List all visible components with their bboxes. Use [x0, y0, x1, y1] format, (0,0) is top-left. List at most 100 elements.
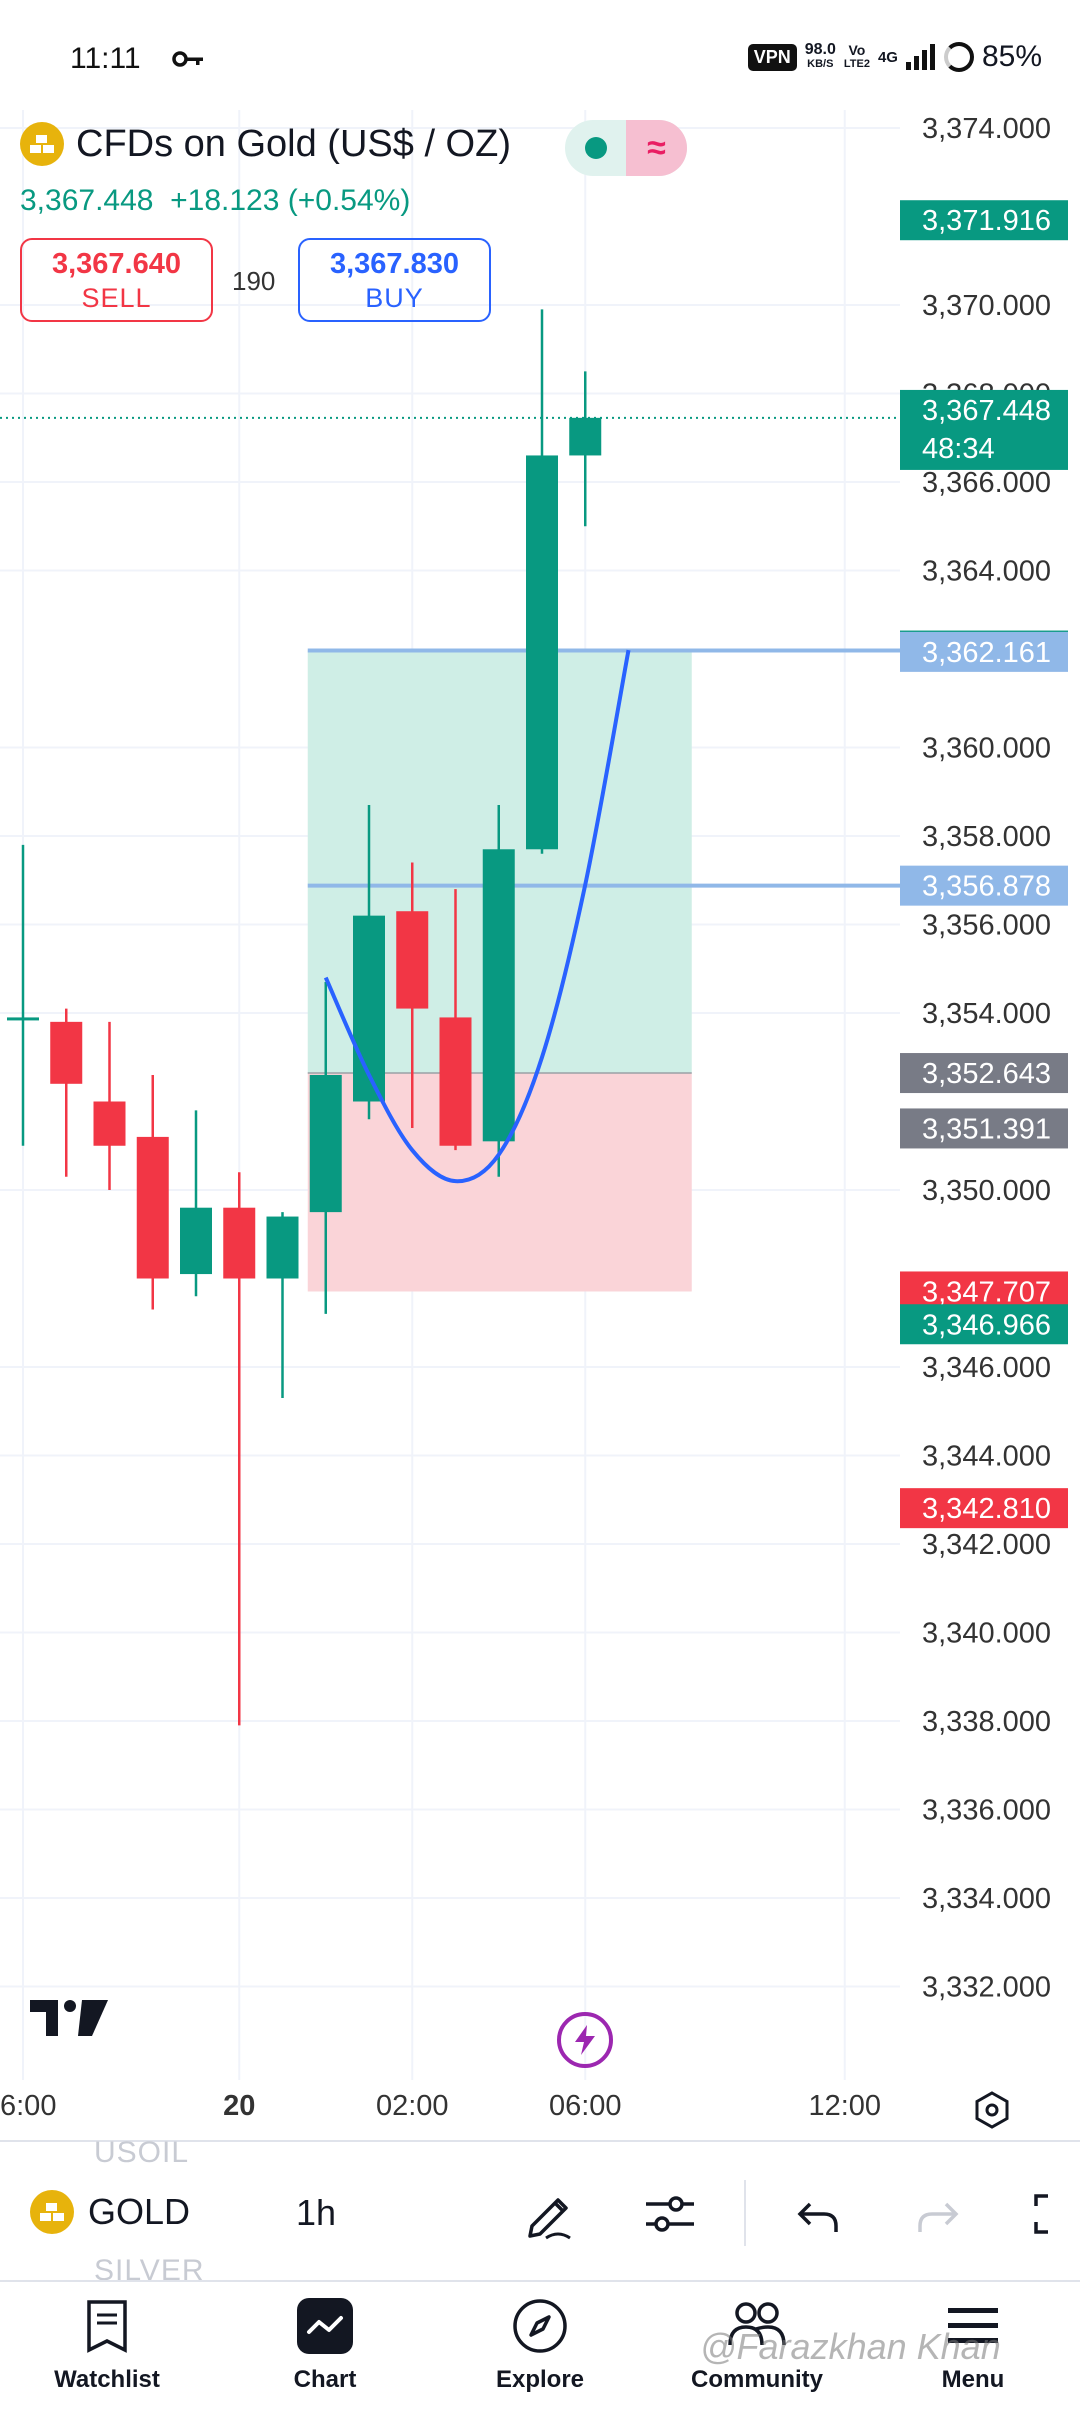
- battery-percent: 85%: [981, 40, 1042, 73]
- candle-body: [439, 1017, 472, 1146]
- price-badge: [900, 631, 1068, 672]
- price-axis-label: 3,342.000: [922, 1529, 1051, 1561]
- volte-top: Vo: [848, 42, 866, 58]
- price-badge-label: 3,367.448: [922, 395, 1051, 427]
- time-label: 02:00: [375, 2090, 449, 2122]
- signal-icon: [905, 44, 935, 70]
- watchlist-icon: [87, 2300, 127, 2353]
- candle-body: [50, 1021, 83, 1084]
- curve-path: [323, 649, 631, 1184]
- flash-icon[interactable]: [557, 2012, 613, 2068]
- nav-label: Menu: [941, 2366, 1005, 2393]
- price-badge: [900, 865, 1068, 906]
- chart-mode-toggle[interactable]: ≈: [565, 120, 687, 176]
- gold-bars-icon: [20, 122, 64, 166]
- symbol-header[interactable]: CFDs on Gold (US$ / OZ): [20, 122, 511, 166]
- price-axis-label: 3,340.000: [922, 1618, 1051, 1650]
- candle-body: [569, 417, 602, 456]
- fullscreen-icon[interactable]: [1032, 2186, 1080, 2242]
- time-label: 6:00: [0, 2090, 57, 2122]
- price-badge-label: 3,346.966: [922, 1309, 1051, 1341]
- price-badge: [900, 1053, 1068, 1094]
- watermark: @Farazkhan Khan: [700, 2326, 1001, 2367]
- buy-price: 3,367.830: [329, 248, 459, 280]
- community-icon: [728, 2302, 786, 2346]
- clock: 11:11: [70, 42, 141, 75]
- chart-toolbar: [0, 2140, 1080, 2280]
- candle-body: [309, 1074, 342, 1213]
- nav-label: Watchlist: [54, 2366, 160, 2393]
- candle-body: [180, 1207, 212, 1275]
- price-badge: [900, 389, 1068, 470]
- symbol-list-item[interactable]: USOIL: [94, 2136, 190, 2169]
- price-badge-label: 3,352.643: [922, 1058, 1051, 1090]
- candles: [7, 309, 602, 1726]
- buy-label: BUY: [365, 283, 424, 313]
- speed-value: 98.0: [804, 41, 836, 58]
- candle-body: [93, 1101, 126, 1146]
- price-axis-label: 3,366.000: [922, 467, 1051, 499]
- price-badge: [900, 1488, 1068, 1529]
- price-axis-label: 3,360.000: [922, 733, 1051, 765]
- undo-icon[interactable]: [794, 2186, 842, 2242]
- tradingview-logo: [30, 2000, 108, 2036]
- candle-body: [526, 455, 558, 850]
- price-axis-label: 3,344.000: [922, 1441, 1051, 1473]
- battery-icon: [943, 42, 974, 72]
- countdown-label: 48:34: [922, 433, 995, 465]
- price-axis-label: 3,334.000: [922, 1883, 1051, 1915]
- candle-body: [223, 1207, 256, 1279]
- time-label: 20: [223, 2090, 256, 2122]
- price-axis-label: 3,356.000: [922, 910, 1051, 942]
- nav-label: Chart: [293, 2366, 357, 2393]
- nav-explore[interactable]: Explore: [455, 2296, 625, 2394]
- network-speed: 98.0 KB/S: [805, 42, 836, 72]
- network-type: 4G: [877, 48, 898, 66]
- indicator-toggle[interactable]: ≈: [626, 120, 687, 176]
- nav-watchlist[interactable]: Watchlist: [22, 2296, 192, 2394]
- status-bar: 11:11 VPN 98.0 KB/S Vo LTE2 4G 85%: [0, 0, 1080, 110]
- price-badge: [900, 200, 1068, 241]
- spread-value: 190: [232, 266, 276, 296]
- buy-button[interactable]: 3,367.830 BUY: [298, 238, 491, 322]
- curve-drawing: [323, 649, 631, 1184]
- price-axis-label: 3,354.000: [922, 998, 1051, 1030]
- nav-menu[interactable]: Menu: [888, 2296, 1058, 2394]
- market-open-dot: [584, 137, 607, 159]
- price-axis-label: 3,374.000: [922, 113, 1051, 145]
- market-status-toggle[interactable]: [565, 120, 626, 176]
- sliders-icon[interactable]: [642, 2186, 698, 2242]
- nav-label: Explore: [495, 2366, 585, 2393]
- hexagon-settings-icon[interactable]: [972, 2090, 1012, 2130]
- toolbar-separator: [744, 2180, 746, 2246]
- quote-line: 3,367.448 +18.123 (+0.54%): [20, 184, 410, 218]
- price-badge: [900, 1108, 1068, 1149]
- time-label: 12:00: [808, 2090, 882, 2122]
- sell-price: 3,367.640: [51, 248, 181, 280]
- symbol-selector[interactable]: GOLD: [30, 2190, 190, 2234]
- interval-selector[interactable]: 1h: [296, 2192, 337, 2233]
- status-indicators: VPN 98.0 KB/S Vo LTE2 4G 85%: [747, 40, 1042, 74]
- price-badge-label: 3,342.810: [922, 1493, 1051, 1525]
- sell-button[interactable]: 3,367.640 SELL: [20, 238, 213, 322]
- candle-body: [266, 1216, 299, 1279]
- price-badge: [900, 1304, 1068, 1345]
- price-chart[interactable]: 3,374.0003,370.0003,368.0003,366.0003,36…: [0, 0, 1080, 2140]
- symbol-name: GOLD: [88, 2191, 191, 2232]
- chart-icon: [297, 2298, 353, 2354]
- compass-icon: [513, 2299, 567, 2353]
- price-axis-label: 3,346.000: [922, 1352, 1051, 1384]
- pencil-icon[interactable]: [522, 2186, 578, 2242]
- last-price: 3,367.448: [20, 184, 154, 217]
- nav-chart[interactable]: Chart: [240, 2296, 410, 2394]
- price-axis-label: 3,336.000: [922, 1795, 1051, 1827]
- price-badge-label: 3,371.916: [922, 205, 1051, 237]
- speed-unit: KB/S: [807, 58, 834, 70]
- price-axis-label: 3,370.000: [922, 290, 1051, 322]
- candle-body: [7, 1017, 39, 1021]
- price-axis-label: 3,358.000: [922, 821, 1051, 853]
- price-change: +18.123 (+0.54%): [170, 184, 411, 217]
- nav-community[interactable]: Community: [672, 2296, 842, 2394]
- key-icon: [172, 51, 203, 67]
- redo-icon[interactable]: [914, 2186, 962, 2242]
